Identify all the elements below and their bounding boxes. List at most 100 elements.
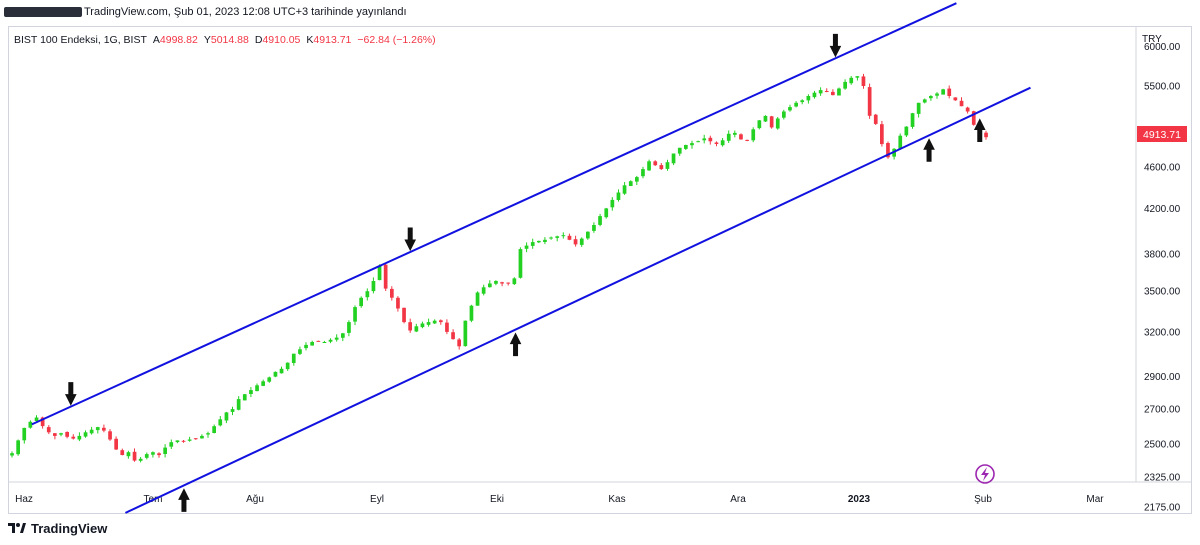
candle-body bbox=[224, 412, 229, 421]
candle-body bbox=[696, 141, 700, 143]
candle bbox=[714, 141, 719, 147]
candle bbox=[518, 247, 523, 279]
candle bbox=[573, 235, 578, 247]
candle bbox=[745, 139, 749, 142]
candle bbox=[34, 415, 39, 422]
candle-body bbox=[341, 333, 345, 338]
candle bbox=[647, 159, 651, 171]
candle bbox=[347, 320, 351, 337]
candle bbox=[500, 281, 504, 287]
candle-body bbox=[506, 282, 511, 284]
y-tick-label: 4200.00 bbox=[1144, 204, 1181, 215]
candle bbox=[83, 430, 88, 438]
candle bbox=[242, 393, 247, 401]
footer: TradingView bbox=[8, 518, 107, 538]
candle-body bbox=[806, 96, 811, 101]
candle bbox=[298, 346, 302, 356]
close-value: 4913.71 bbox=[313, 34, 352, 46]
candle-body bbox=[592, 225, 596, 231]
x-tick-label: Haz bbox=[15, 494, 33, 505]
candle bbox=[414, 323, 419, 333]
candle-body bbox=[647, 161, 651, 171]
candle-body bbox=[622, 185, 627, 194]
x-tick-label: 2023 bbox=[848, 494, 871, 505]
candle bbox=[291, 353, 296, 366]
candle-body bbox=[481, 287, 486, 294]
candle-body bbox=[971, 111, 976, 125]
candle bbox=[218, 416, 223, 427]
candle-body bbox=[218, 419, 223, 426]
candle bbox=[702, 134, 707, 144]
candle-body bbox=[298, 349, 302, 354]
candle-body bbox=[641, 169, 645, 177]
candle-body bbox=[653, 161, 658, 166]
candle-body bbox=[984, 132, 988, 138]
candle-body bbox=[684, 145, 688, 149]
candle bbox=[757, 120, 762, 130]
candle-body bbox=[347, 322, 351, 333]
candle-body bbox=[782, 111, 786, 118]
trend-channel[interactable] bbox=[31, 2, 1031, 514]
candle bbox=[941, 88, 945, 95]
close-label: K bbox=[306, 34, 314, 46]
candle bbox=[230, 406, 235, 416]
candle-body bbox=[273, 371, 278, 377]
candle bbox=[390, 286, 394, 301]
candle bbox=[151, 451, 155, 458]
candle-body bbox=[488, 283, 492, 288]
candle bbox=[849, 76, 854, 85]
candle-body bbox=[665, 162, 670, 169]
x-tick-label: Eyl bbox=[370, 494, 384, 505]
high-value: 5014.88 bbox=[210, 34, 249, 46]
candle-body bbox=[757, 120, 762, 129]
candle-body bbox=[169, 442, 174, 447]
candle bbox=[432, 319, 437, 324]
candle bbox=[322, 340, 327, 343]
y-tick-label: 2500.00 bbox=[1144, 440, 1181, 451]
candle-body bbox=[604, 208, 609, 218]
candle bbox=[530, 238, 535, 249]
candle bbox=[659, 163, 664, 170]
candle-body bbox=[365, 291, 370, 298]
candle bbox=[445, 319, 449, 335]
candle bbox=[469, 304, 474, 323]
x-tick-label: Ağu bbox=[246, 494, 264, 505]
candle bbox=[886, 141, 890, 159]
arrow-marker-up bbox=[973, 118, 986, 142]
candle bbox=[904, 126, 909, 137]
candle-body bbox=[230, 409, 235, 412]
candle-body bbox=[390, 288, 394, 298]
candle bbox=[212, 424, 216, 434]
candle bbox=[114, 436, 118, 450]
high-label: Y bbox=[203, 34, 211, 46]
candle bbox=[733, 130, 737, 138]
candle bbox=[916, 102, 921, 118]
candle bbox=[971, 110, 976, 126]
y-tick-label: 2900.00 bbox=[1144, 372, 1181, 383]
candle bbox=[396, 296, 400, 312]
candle bbox=[843, 79, 847, 90]
candle-body bbox=[769, 116, 774, 128]
candle-body bbox=[610, 199, 615, 208]
candle-body bbox=[671, 153, 676, 164]
candle-body bbox=[212, 426, 216, 433]
candle bbox=[71, 434, 76, 440]
arrow-marker-down bbox=[829, 33, 842, 58]
candle-body bbox=[267, 377, 272, 382]
candle-body bbox=[873, 114, 878, 124]
lightning-icon[interactable] bbox=[975, 464, 995, 484]
candle bbox=[365, 288, 370, 301]
candle-body bbox=[383, 264, 388, 289]
candle bbox=[267, 376, 272, 383]
candle bbox=[494, 280, 498, 286]
candle bbox=[273, 371, 278, 378]
candle-body bbox=[867, 87, 872, 116]
candle bbox=[255, 383, 259, 392]
candle-body bbox=[677, 147, 682, 154]
candle bbox=[788, 104, 792, 112]
candle bbox=[873, 113, 878, 125]
candle bbox=[163, 444, 167, 458]
candle-body bbox=[690, 143, 694, 146]
candle-body bbox=[261, 381, 265, 386]
